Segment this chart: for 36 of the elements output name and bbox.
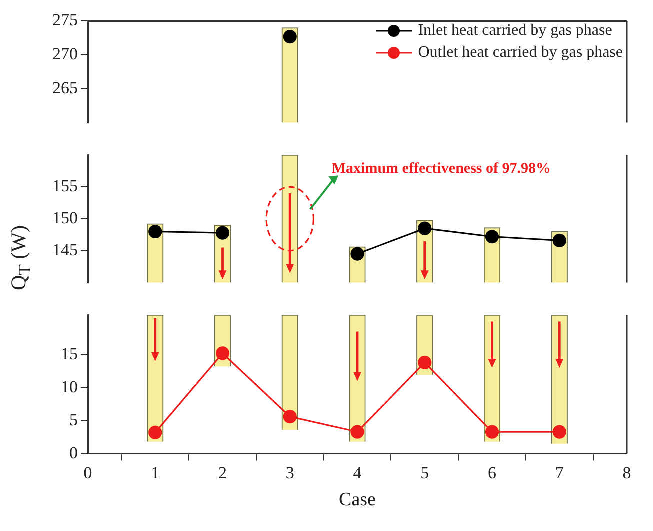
point [283, 410, 297, 424]
point [350, 247, 364, 261]
y-tick-label: 15 [61, 344, 78, 364]
y-tick-label: 10 [61, 377, 78, 396]
point [418, 356, 432, 370]
point [418, 222, 432, 236]
x-tick-label: 2 [218, 463, 227, 482]
y-tick-label: 155 [52, 176, 78, 196]
y-tick-label: 150 [52, 208, 78, 228]
point [485, 425, 500, 439]
y-tick-label: 5 [70, 410, 78, 430]
x-tick-label: 8 [622, 463, 632, 482]
annotation: Maximum effectiveness of 97.98% [332, 161, 552, 178]
point [148, 426, 162, 440]
x-tick-label: 0 [84, 463, 92, 482]
y-tick-label: 270 [52, 44, 78, 64]
point [148, 224, 162, 239]
point [216, 346, 230, 360]
x-tick-label: 5 [420, 463, 430, 482]
point [216, 226, 230, 240]
point [552, 425, 566, 439]
x-tick-label: 1 [151, 463, 160, 482]
legend-label: Inlet heat carried by gas phase [418, 21, 612, 41]
point [552, 234, 566, 248]
x-tick-label: 3 [286, 463, 294, 482]
y-tick-label: 275 [52, 10, 78, 30]
y-tick-label: 145 [52, 240, 78, 260]
y-tick-label: 0 [70, 443, 78, 462]
legend-label: Outlet heat carried by gas phase [418, 43, 623, 63]
x-tick-label: 6 [488, 463, 496, 482]
y-tick-label: 265 [52, 78, 78, 98]
point [485, 230, 500, 244]
x-tick-label: 7 [555, 463, 564, 482]
x-axis-title: Case [339, 490, 376, 511]
x-tick-label: 4 [353, 463, 362, 482]
point [350, 425, 364, 439]
